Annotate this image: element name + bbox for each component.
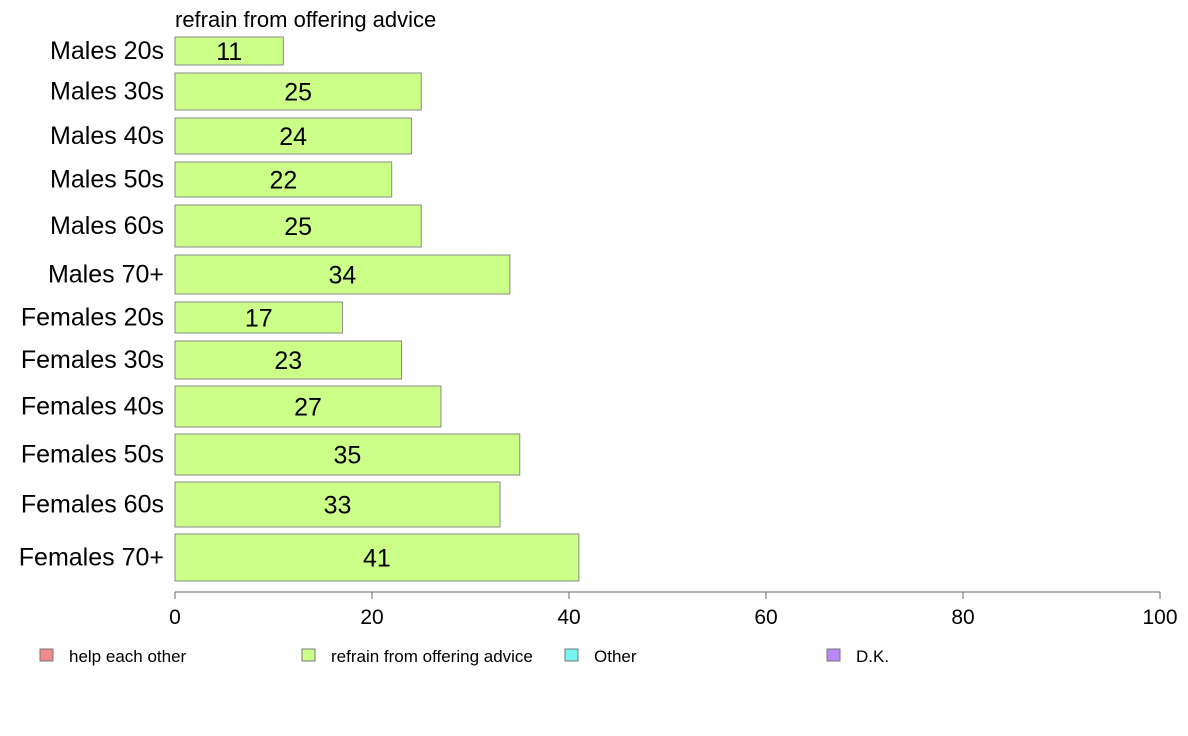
x-tick-label-40: 40 <box>557 606 580 629</box>
category-label-females-70: Females 70+ <box>19 544 164 572</box>
category-label-males-50s: Males 50s <box>50 166 164 194</box>
x-axis: 0 20 40 60 80 100 <box>169 591 1178 629</box>
bar-females-70 <box>174 533 580 582</box>
value-label-males-20s: 11 <box>216 38 242 66</box>
value-label-males-60s: 25 <box>284 213 312 241</box>
category-label-females-40s: Females 40s <box>21 393 164 421</box>
bar-males-60s <box>174 204 422 248</box>
category-label-females-50s: Females 50s <box>21 441 164 469</box>
value-label-females-60s: 33 <box>324 492 352 520</box>
legend: help each other refrain from offering adv… <box>39 647 889 666</box>
legend-swatch-d-k <box>826 648 841 662</box>
category-label-females-20s: Females 20s <box>21 304 164 332</box>
value-label-females-50s: 35 <box>333 442 361 470</box>
bar-males-50s <box>174 161 393 198</box>
chart-title: refrain from offering advice <box>175 7 436 32</box>
category-label-males-30s: Males 30s <box>50 78 164 106</box>
value-label-males-50s: 22 <box>269 167 297 195</box>
legend-label-other: Other <box>594 647 637 666</box>
x-tick-label-80: 80 <box>951 606 974 629</box>
value-label-males-40s: 24 <box>279 123 307 151</box>
bar-females-40s <box>174 385 442 428</box>
legend-swatch-help-each-other <box>39 648 54 662</box>
category-label-males-20s: Males 20s <box>50 37 164 65</box>
bar-males-30s <box>174 72 422 111</box>
value-label-females-70: 41 <box>363 545 391 573</box>
bars-group: Males 20s 11 Males 30s 25 Males 40s 24 Males 5… <box>19 36 580 582</box>
value-label-females-20s: 17 <box>245 305 273 333</box>
legend-swatch-refrain-from-offering-advice <box>301 648 316 662</box>
bar-females-60s <box>174 481 501 528</box>
legend-label-help-each-other: help each other <box>69 647 187 666</box>
category-label-males-60s: Males 60s <box>50 212 164 240</box>
x-tick-label-0: 0 <box>169 606 181 629</box>
bar-females-20s <box>174 301 343 334</box>
category-label-males-70: Males 70+ <box>48 261 164 289</box>
bar-males-40s <box>174 117 412 155</box>
legend-label-d-k: D.K. <box>856 647 889 666</box>
value-label-females-40s: 27 <box>294 394 322 422</box>
x-tick-label-60: 60 <box>754 606 777 629</box>
bar-females-50s <box>174 433 521 476</box>
category-label-females-30s: Females 30s <box>21 346 164 374</box>
value-label-males-70: 34 <box>329 262 357 290</box>
category-label-females-60s: Females 60s <box>21 491 164 519</box>
bar-males-70 <box>174 254 511 295</box>
x-tick-label-100: 100 <box>1142 606 1177 629</box>
category-label-males-40s: Males 40s <box>50 122 164 150</box>
legend-swatch-other <box>564 648 579 662</box>
bar-females-30s <box>174 340 403 380</box>
value-label-males-30s: 25 <box>284 79 312 107</box>
value-label-females-30s: 23 <box>274 347 302 375</box>
x-tick-label-20: 20 <box>360 606 383 629</box>
legend-label-refrain-from-offering-advice: refrain from offering advice <box>331 647 533 666</box>
bar-males-20s <box>174 36 284 66</box>
